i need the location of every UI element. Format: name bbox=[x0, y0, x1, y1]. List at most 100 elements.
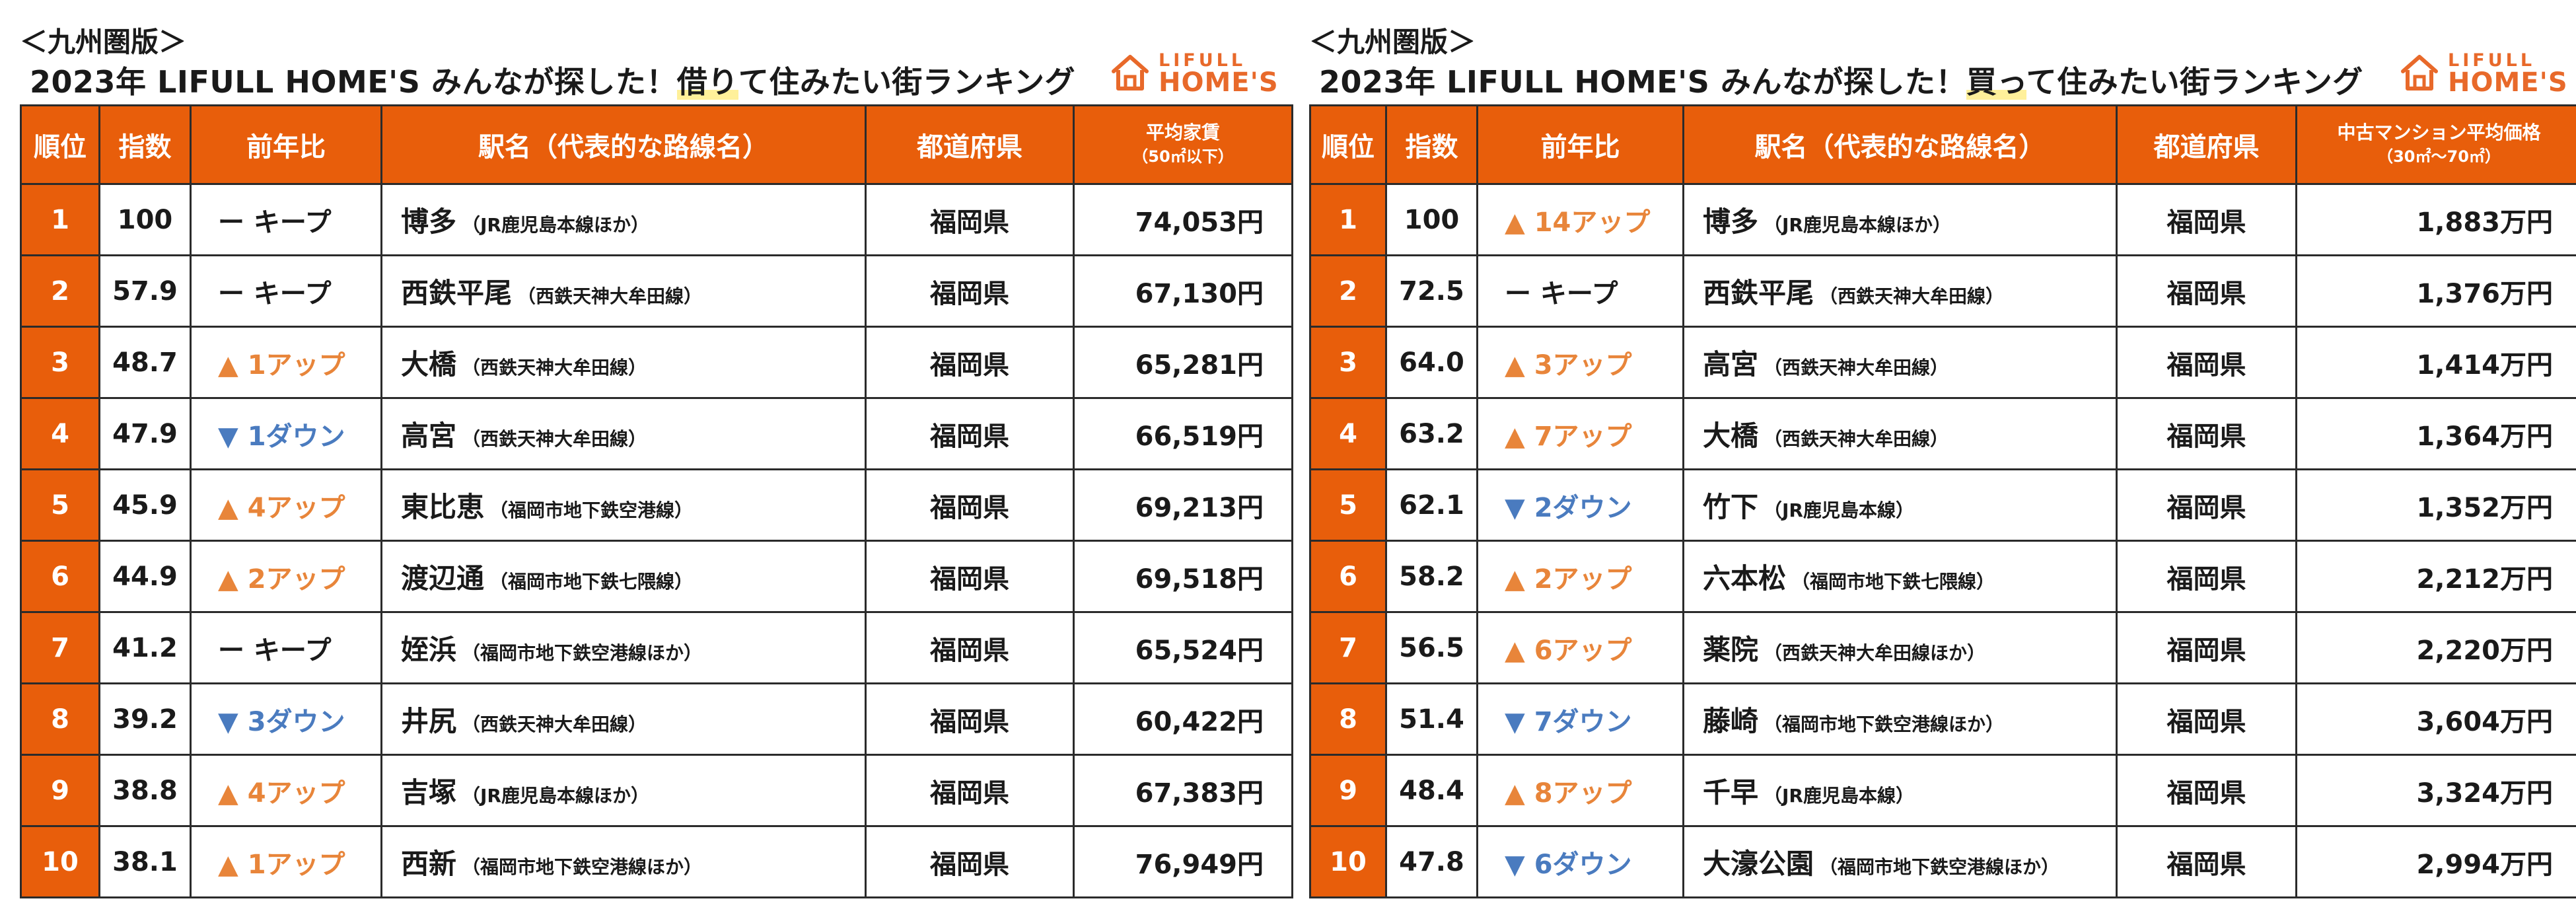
ranking-table: 順位 指数 前年比 駅名（代表的な路線名） 都道府県 平均家賃 （50㎡以下） 1… bbox=[20, 104, 1293, 898]
price-cell: 65,281円 bbox=[1073, 326, 1293, 399]
rank-cell: 2 bbox=[20, 254, 100, 328]
header-prefecture: 都道府県 bbox=[2116, 104, 2297, 185]
price-cell: 3,604万円 bbox=[2295, 682, 2576, 756]
header-row: 順位 指数 前年比 駅名（代表的な路線名） 都道府県 中古マンション平均価格 （3… bbox=[1309, 104, 2576, 185]
table-row: 4 47.9 ▼ 1ダウン 高宮 （西鉄天神大牟田線） 福岡県 66,519円 bbox=[20, 397, 1293, 470]
score-cell: 48.4 bbox=[1385, 754, 1478, 827]
station-cell: 六本松 （福岡市地下鉄七隈線） bbox=[1682, 540, 2118, 613]
table-row: 7 41.2 ー キープ 姪浜 （福岡市地下鉄空港線ほか） 福岡県 65,524円 bbox=[20, 611, 1293, 684]
station-line: （福岡市地下鉄空港線ほか） bbox=[1819, 856, 2060, 878]
rank-cell: 3 bbox=[20, 326, 100, 399]
station-cell: 吉塚 （JR鹿児島本線ほか） bbox=[380, 754, 867, 827]
price-cell: 66,519円 bbox=[1073, 397, 1293, 470]
change-cell: ー キープ bbox=[190, 254, 382, 328]
rank-cell: 1 bbox=[20, 183, 100, 256]
score-cell: 58.2 bbox=[1385, 540, 1478, 613]
prefecture-cell: 福岡県 bbox=[2116, 754, 2297, 827]
table-row: 8 51.4 ▼ 7ダウン 藤崎 （福岡市地下鉄空港線ほか） 福岡県 3,604万円 bbox=[1309, 682, 2576, 756]
title-prefix: 2023年 LIFULL HOME'S みんなが探した！ bbox=[30, 64, 677, 100]
rank-cell: 3 bbox=[1309, 326, 1387, 399]
header-station: 駅名（代表的な路線名） bbox=[380, 104, 867, 185]
prefecture-cell: 福岡県 bbox=[865, 682, 1075, 756]
title-highlight: 買っ bbox=[1966, 64, 2026, 100]
score-cell: 48.7 bbox=[98, 326, 192, 399]
prefecture-cell: 福岡県 bbox=[2116, 397, 2297, 470]
header-price-sub: （50㎡以下） bbox=[1132, 147, 1234, 166]
rank-cell: 8 bbox=[20, 682, 100, 756]
change-cell: ▼ 3ダウン bbox=[190, 682, 382, 756]
station-cell: 東比恵 （福岡市地下鉄空港線） bbox=[380, 468, 867, 542]
home-logo-icon bbox=[1112, 55, 1149, 91]
station-line: （JR鹿児島本線ほか） bbox=[462, 214, 649, 236]
table-row: 3 48.7 ▲ 1アップ 大橋 （西鉄天神大牟田線） 福岡県 65,281円 bbox=[20, 326, 1293, 399]
price-cell: 65,524円 bbox=[1073, 611, 1293, 684]
station-name: 大濠公園 bbox=[1703, 848, 1814, 880]
change-cell: ▲ 2アップ bbox=[190, 540, 382, 613]
station-line: （西鉄天神大牟田線） bbox=[517, 285, 703, 307]
rank-cell: 6 bbox=[1309, 540, 1387, 613]
rank-cell: 10 bbox=[1309, 825, 1387, 898]
score-cell: 63.2 bbox=[1385, 397, 1478, 470]
price-cell: 2,220万円 bbox=[2295, 611, 2576, 684]
station-cell: 高宮 （西鉄天神大牟田線） bbox=[1682, 326, 2118, 399]
rank-cell: 9 bbox=[20, 754, 100, 827]
score-cell: 47.9 bbox=[98, 397, 192, 470]
rank-cell: 6 bbox=[20, 540, 100, 613]
rent-ranking-panel: ＜九州圏版＞ 2023年 LIFULL HOME'S みんなが探した！借りて住み… bbox=[20, 0, 1293, 911]
station-line: （西鉄天神大牟田線） bbox=[1764, 428, 1949, 450]
ranking-title: 2023年 LIFULL HOME'S みんなが探した！借りて住みたい街ランキン… bbox=[30, 58, 1075, 102]
score-cell: 44.9 bbox=[98, 540, 192, 613]
header-price-main: 平均家賃 bbox=[1145, 122, 1220, 143]
rank-cell: 8 bbox=[1309, 682, 1387, 756]
station-cell: 大橋 （西鉄天神大牟田線） bbox=[1682, 397, 2118, 470]
logo-text-bottom: HOME'S bbox=[2448, 67, 2568, 98]
table-row: 5 45.9 ▲ 4アップ 東比恵 （福岡市地下鉄空港線） 福岡県 69,213円 bbox=[20, 468, 1293, 542]
station-cell: 西鉄平尾 （西鉄天神大牟田線） bbox=[380, 254, 867, 328]
station-cell: 姪浜 （福岡市地下鉄空港線ほか） bbox=[380, 611, 867, 684]
prefecture-cell: 福岡県 bbox=[865, 540, 1075, 613]
home-logo-icon bbox=[2401, 55, 2438, 91]
table-row: 6 44.9 ▲ 2アップ 渡辺通 （福岡市地下鉄七隈線） 福岡県 69,518円 bbox=[20, 540, 1293, 613]
header-rank: 順位 bbox=[20, 104, 100, 185]
ranking-title: 2023年 LIFULL HOME'S みんなが探した！買って住みたい街ランキン… bbox=[1319, 58, 2363, 102]
score-cell: 38.8 bbox=[98, 754, 192, 827]
change-cell: ▲ 1アップ bbox=[190, 326, 382, 399]
prefecture-cell: 福岡県 bbox=[2116, 326, 2297, 399]
table-row: 10 47.8 ▼ 6ダウン 大濠公園 （福岡市地下鉄空港線ほか） 福岡県 2,994万円 bbox=[1309, 825, 2576, 898]
station-name: 渡辺通 bbox=[401, 562, 485, 595]
station-name: 大橋 bbox=[1703, 419, 1759, 452]
lifull-homes-logo: LIFULL HOME'S bbox=[2399, 49, 2576, 98]
header-rank: 順位 bbox=[1309, 104, 1387, 185]
change-cell: ▼ 2ダウン bbox=[1476, 468, 1684, 542]
station-cell: 大濠公園 （福岡市地下鉄空港線ほか） bbox=[1682, 825, 2118, 898]
change-cell: ▲ 4アップ bbox=[190, 468, 382, 542]
station-cell: 博多 （JR鹿児島本線ほか） bbox=[380, 183, 867, 256]
score-cell: 57.9 bbox=[98, 254, 192, 328]
score-cell: 38.1 bbox=[98, 825, 192, 898]
table-row: 10 38.1 ▲ 1アップ 西新 （福岡市地下鉄空港線ほか） 福岡県 76,949円 bbox=[20, 825, 1293, 898]
header-price: 平均家賃 （50㎡以下） bbox=[1073, 104, 1293, 185]
station-name: 西新 bbox=[401, 848, 457, 880]
station-cell: 西鉄平尾 （西鉄天神大牟田線） bbox=[1682, 254, 2118, 328]
station-name: 姪浜 bbox=[401, 634, 457, 666]
change-cell: ー キープ bbox=[1476, 254, 1684, 328]
change-cell: ▲ 7アップ bbox=[1476, 397, 1684, 470]
price-cell: 69,213円 bbox=[1073, 468, 1293, 542]
rank-cell: 1 bbox=[1309, 183, 1387, 256]
station-name: 西鉄平尾 bbox=[1703, 277, 1814, 309]
station-name: 千早 bbox=[1703, 776, 1759, 809]
price-cell: 3,324万円 bbox=[2295, 754, 2576, 827]
header-prefecture: 都道府県 bbox=[865, 104, 1075, 185]
station-name: 高宮 bbox=[401, 419, 457, 452]
score-cell: 51.4 bbox=[1385, 682, 1478, 756]
score-cell: 47.8 bbox=[1385, 825, 1478, 898]
station-line: （JR鹿児島本線ほか） bbox=[462, 785, 649, 807]
table-row: 5 62.1 ▼ 2ダウン 竹下 （JR鹿児島本線） 福岡県 1,352万円 bbox=[1309, 468, 2576, 542]
header-row: 順位 指数 前年比 駅名（代表的な路線名） 都道府県 平均家賃 （50㎡以下） bbox=[20, 104, 1293, 185]
prefecture-cell: 福岡県 bbox=[2116, 468, 2297, 542]
region-label: ＜九州圏版＞ bbox=[20, 26, 187, 58]
station-cell: 西新 （福岡市地下鉄空港線ほか） bbox=[380, 825, 867, 898]
station-cell: 竹下 （JR鹿児島本線） bbox=[1682, 468, 2118, 542]
station-line: （JR鹿児島本線） bbox=[1764, 785, 1914, 807]
station-line: （西鉄天神大牟田線） bbox=[1819, 285, 2005, 307]
